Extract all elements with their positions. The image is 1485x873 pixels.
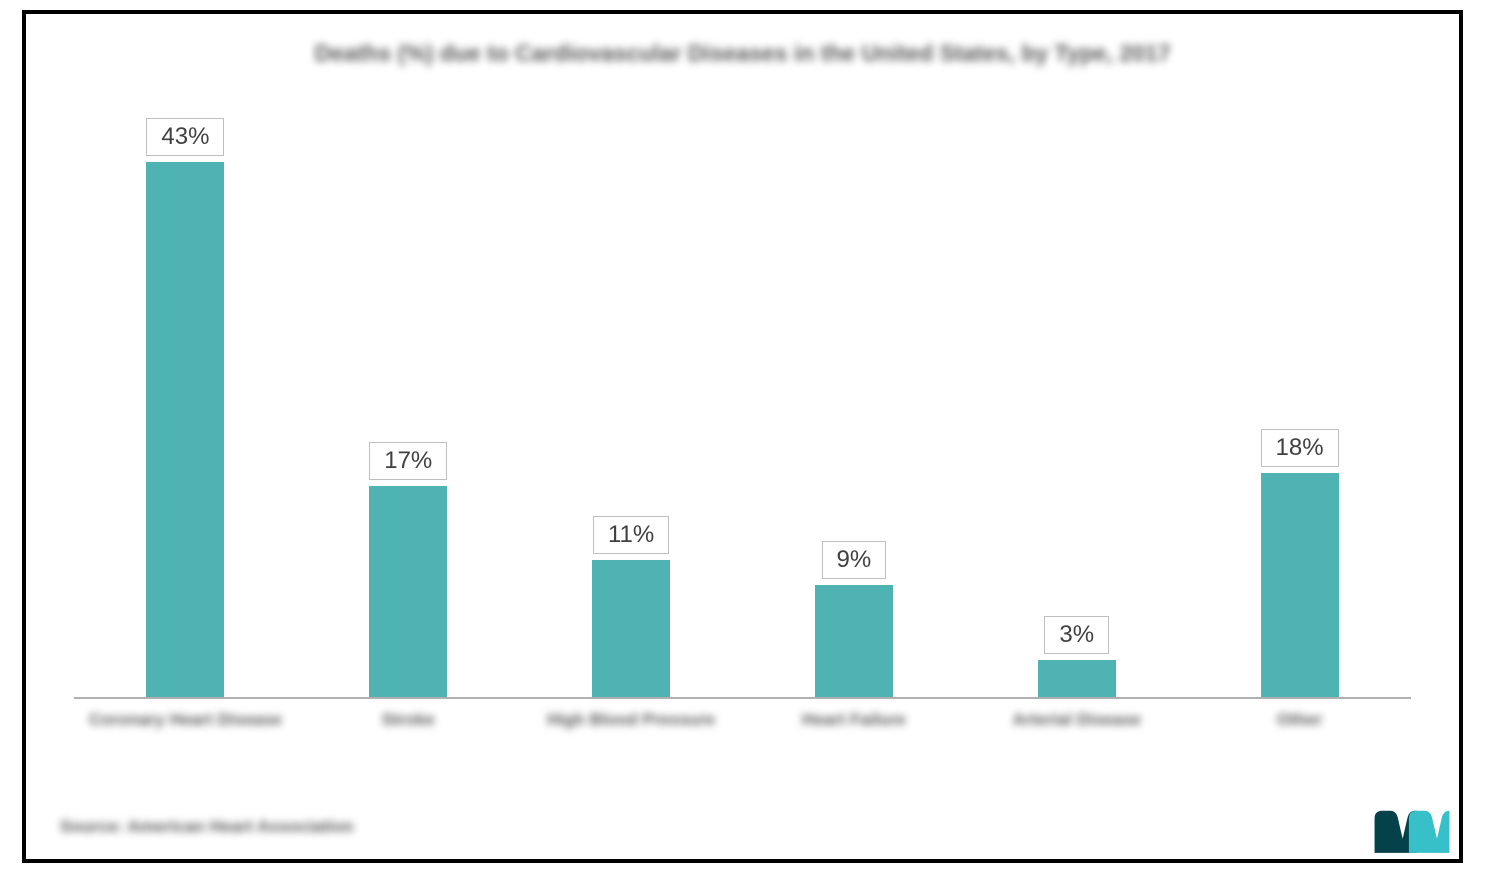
bar [592,560,670,697]
bar [1261,473,1339,697]
x-axis-label: Heart Failure [742,709,965,731]
bar-value-label: 17% [369,442,447,480]
bar-column: 17% [297,79,520,697]
bar-column: 9% [742,79,965,697]
x-axis-labels: Coronary Heart DiseaseStrokeHigh Blood P… [74,709,1411,731]
bar-value-label: 9% [822,541,887,579]
bar-column: 11% [520,79,743,697]
chart-title: Deaths (%) due to Cardiovascular Disease… [293,38,1193,69]
bar-value-label: 18% [1261,429,1339,467]
bar [146,162,224,697]
bar-column: 43% [74,79,297,697]
chart-inner: Deaths (%) due to Cardiovascular Disease… [22,10,1463,863]
x-axis-label: Coronary Heart Disease [74,709,297,731]
bar [1038,660,1116,697]
bar [815,585,893,697]
bar [369,486,447,698]
x-axis-label: Stroke [297,709,520,731]
bars-container: 43% 17% 11% 9% 3% 18% [74,79,1411,697]
source-attribution: Source: American Heart Association [60,817,354,837]
x-axis-label: Other [1188,709,1411,731]
chart-frame: Deaths (%) due to Cardiovascular Disease… [0,0,1485,873]
brand-logo-icon [1373,807,1451,855]
bar-value-label: 43% [146,118,224,156]
x-axis-baseline [74,697,1411,699]
bar-value-label: 11% [593,516,669,554]
bar-column: 3% [965,79,1188,697]
bar-value-label: 3% [1044,616,1109,654]
x-axis-label: High Blood Pressure [520,709,743,731]
bar-column: 18% [1188,79,1411,697]
plot-area: 43% 17% 11% 9% 3% 18% [56,79,1429,699]
x-axis-label: Arterial Disease [965,709,1188,731]
